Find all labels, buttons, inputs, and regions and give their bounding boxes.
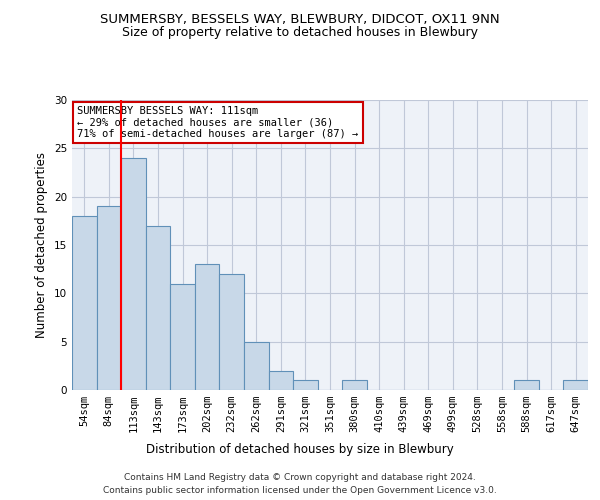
Text: SUMMERSBY BESSELS WAY: 111sqm
← 29% of detached houses are smaller (36)
71% of s: SUMMERSBY BESSELS WAY: 111sqm ← 29% of d… [77, 106, 358, 139]
Text: Distribution of detached houses by size in Blewbury: Distribution of detached houses by size … [146, 442, 454, 456]
Bar [97, 206, 121, 390]
Bar [170, 284, 195, 390]
Bar [72, 216, 97, 390]
Bar [244, 342, 269, 390]
Text: Contains HM Land Registry data © Crown copyright and database right 2024.: Contains HM Land Registry data © Crown c… [124, 472, 476, 482]
Bar [514, 380, 539, 390]
Bar [220, 274, 244, 390]
Text: SUMMERSBY, BESSELS WAY, BLEWBURY, DIDCOT, OX11 9NN: SUMMERSBY, BESSELS WAY, BLEWBURY, DIDCOT… [100, 12, 500, 26]
Bar [195, 264, 220, 390]
Bar [563, 380, 588, 390]
Y-axis label: Number of detached properties: Number of detached properties [35, 152, 49, 338]
Bar [342, 380, 367, 390]
Bar [293, 380, 318, 390]
Text: Size of property relative to detached houses in Blewbury: Size of property relative to detached ho… [122, 26, 478, 39]
Bar [269, 370, 293, 390]
Text: Contains public sector information licensed under the Open Government Licence v3: Contains public sector information licen… [103, 486, 497, 495]
Bar [121, 158, 146, 390]
Bar [146, 226, 170, 390]
